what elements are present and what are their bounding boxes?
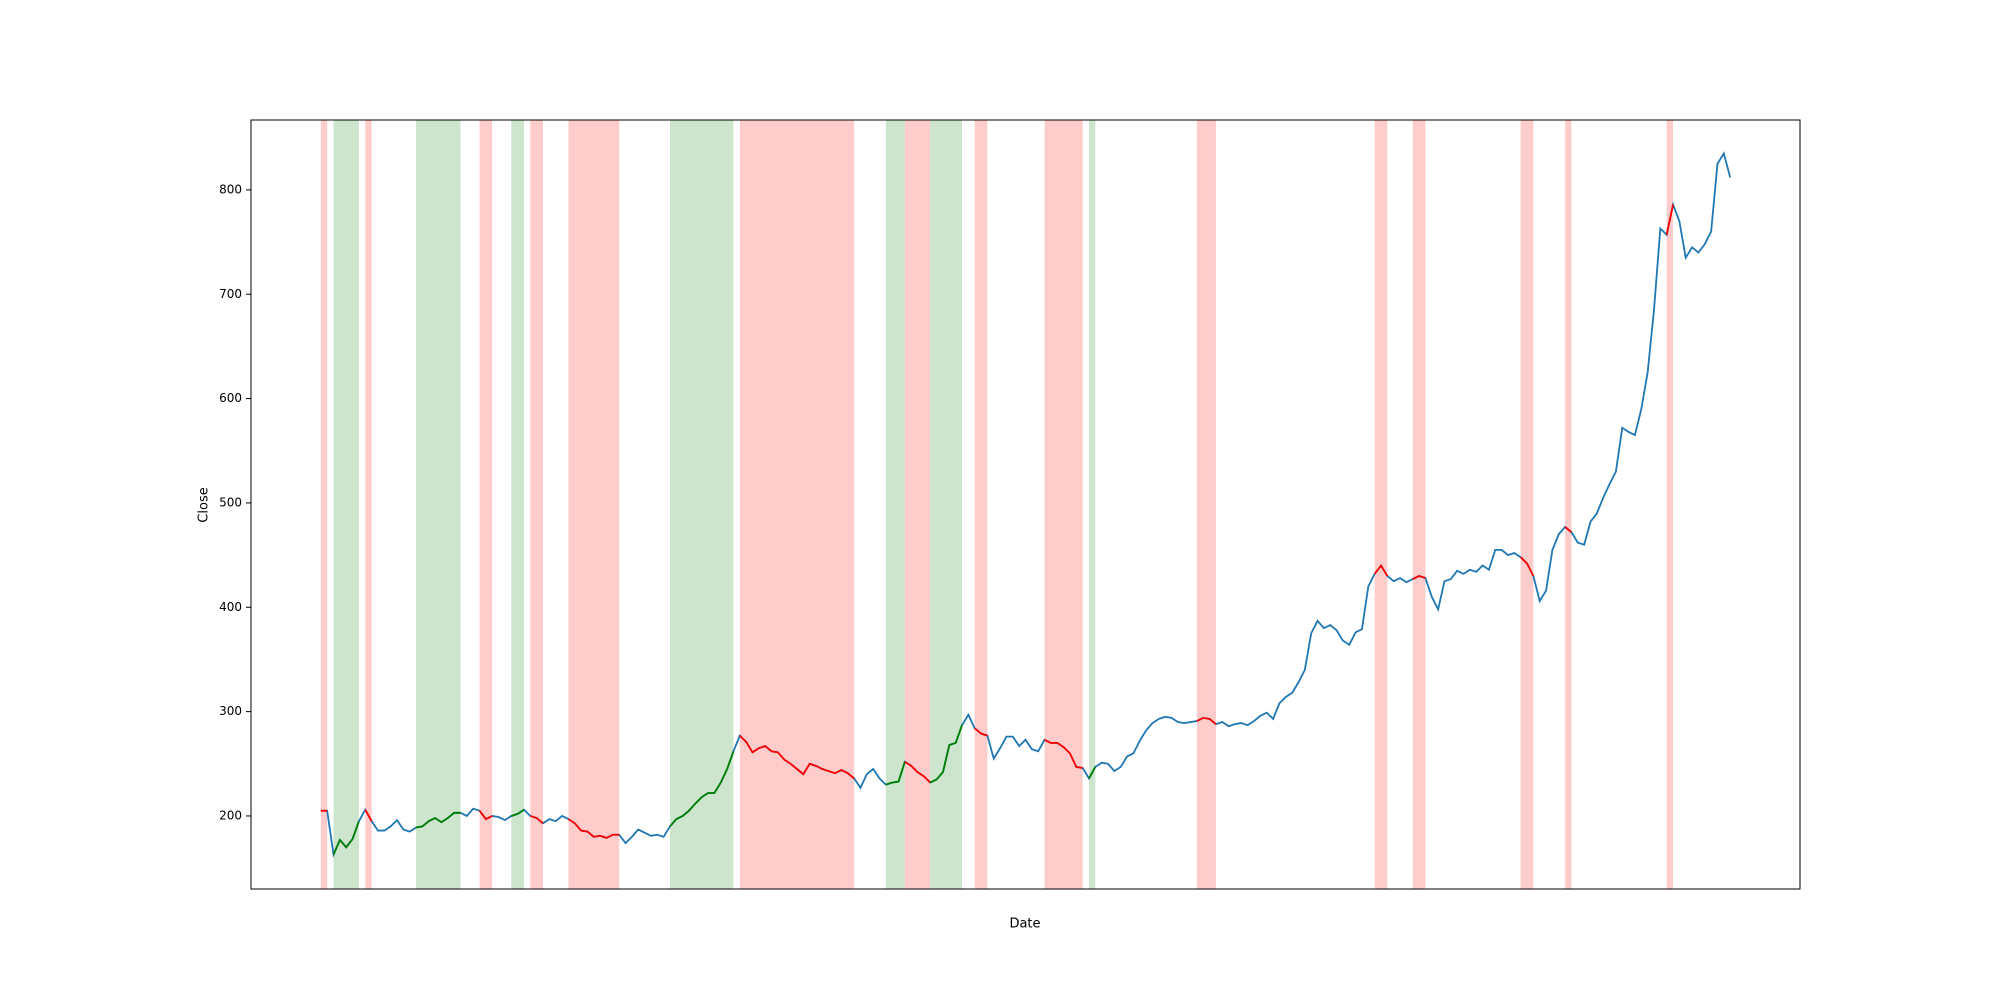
line-segment: [1088, 766, 1097, 779]
line-segment: [1564, 526, 1573, 533]
y-tick-label: 300: [219, 704, 242, 718]
line-segment: [511, 808, 525, 817]
shaded-span: [1374, 120, 1388, 889]
shaded-span: [739, 120, 855, 889]
shaded-span: [479, 120, 493, 889]
line-segment: [364, 809, 373, 822]
line-segment: [1412, 575, 1426, 580]
y-tick-label: 200: [219, 808, 242, 822]
y-tick-label: 400: [219, 600, 242, 614]
shaded-span: [974, 120, 988, 889]
line-segment: [904, 760, 931, 784]
line-segment: [478, 810, 493, 821]
shaded-span: [530, 120, 544, 889]
y-tick-label: 600: [219, 391, 242, 405]
shaded-span: [1088, 120, 1096, 889]
shaded-span: [568, 120, 620, 889]
line-segment: [567, 818, 620, 839]
shaded-span: [1196, 120, 1216, 889]
y-tick-label: 500: [219, 495, 242, 509]
shaded-span: [885, 120, 905, 889]
shaded-span: [333, 120, 359, 889]
line-segment: [332, 820, 360, 855]
line-segment: [739, 734, 855, 780]
y-tick-label: 700: [219, 287, 242, 301]
shaded-span: [1044, 120, 1083, 889]
line-segment: [1520, 556, 1535, 577]
shaded-span: [511, 120, 524, 889]
y-axis-label: Close: [197, 487, 212, 522]
shaded-span: [365, 120, 372, 889]
plot-frame: [250, 119, 1801, 890]
line-segment: [885, 761, 906, 786]
shaded-span: [930, 120, 963, 889]
line-segment: [530, 815, 544, 824]
line-segment: [1044, 738, 1083, 769]
line-segment: [1665, 204, 1674, 235]
shaded-span: [904, 120, 931, 889]
shaded-span: [416, 120, 461, 889]
shaded-span: [1412, 120, 1426, 889]
line-segment: [1196, 716, 1217, 725]
line-segment: [1373, 563, 1389, 577]
y-tick-label: 800: [219, 182, 242, 196]
line-segment: [974, 727, 988, 737]
line: [320, 151, 1732, 858]
shaded-span: [1666, 120, 1674, 889]
line-segment: [929, 724, 963, 784]
x-axis-label: Date: [1009, 917, 1040, 932]
shaded-span: [320, 120, 328, 889]
line-segment: [669, 750, 735, 827]
shaded-span: [669, 120, 734, 889]
line-segment: [415, 811, 461, 829]
shaded-span: [1565, 120, 1572, 889]
shaded-span: [1520, 120, 1534, 889]
